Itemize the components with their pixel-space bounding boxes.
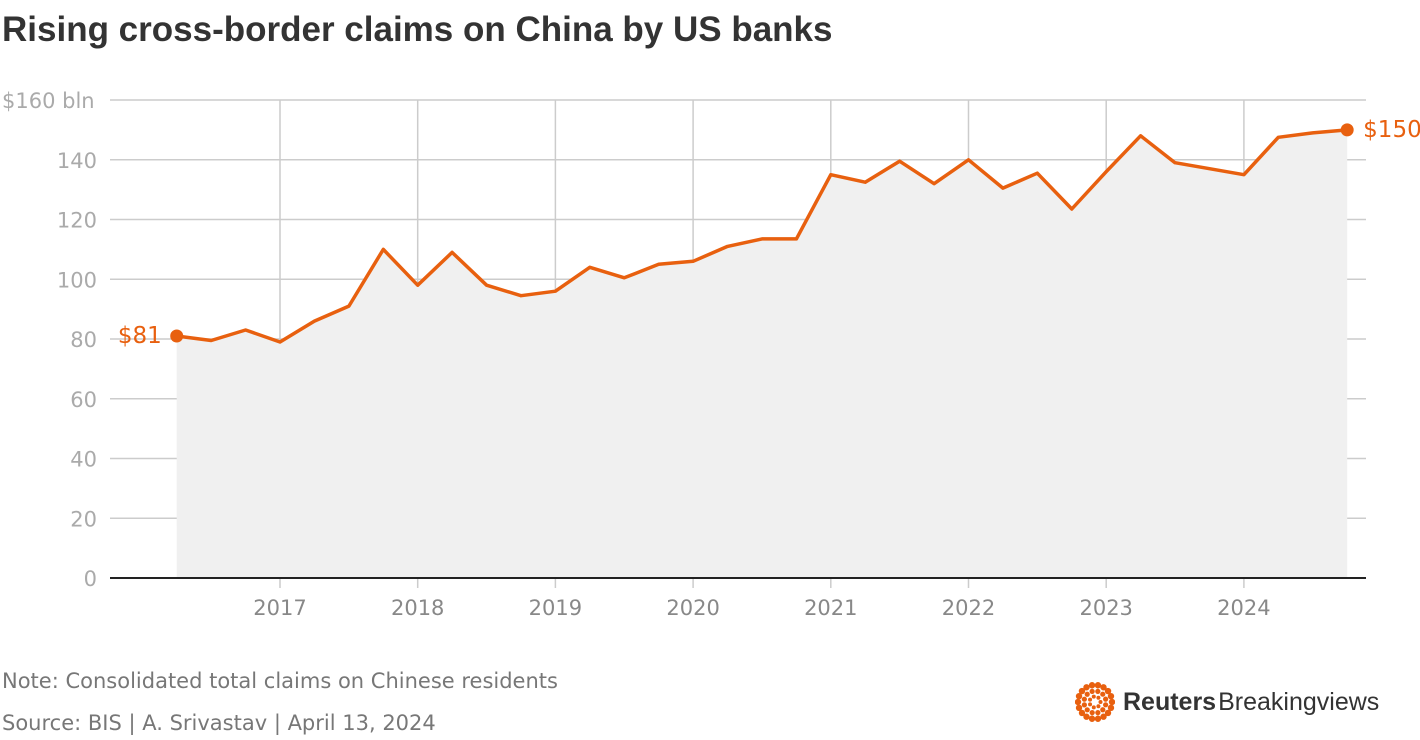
end-value-label: $150 [1363, 117, 1420, 143]
reuters-dots-logo-icon [1075, 682, 1115, 722]
logo-dot [1094, 682, 1102, 689]
brand-logo: Reuters Breakingviews [1075, 682, 1379, 722]
logo-dot [1084, 707, 1090, 713]
series-line [176, 128, 1348, 344]
logo-dot [1084, 691, 1090, 697]
x-tick-label: 2021 [804, 596, 857, 620]
logo-dot [1088, 682, 1096, 689]
x-tick-label: 2020 [666, 596, 719, 620]
line-chart: 0 20 40 60 80 100 120 140 $160 bln 2017 2018 2019 2… [2, 89, 1420, 620]
start-marker [170, 329, 184, 343]
logo-dot [1100, 684, 1107, 691]
logo-dot [1107, 692, 1115, 700]
end-marker [1340, 123, 1354, 137]
logo-dot [1103, 702, 1109, 708]
y-tick-label: $160 bln [2, 89, 95, 113]
logo-dot [1100, 691, 1106, 697]
logo-dot [1089, 710, 1095, 716]
logo-dot [1100, 707, 1106, 713]
logo-dot [1081, 702, 1087, 708]
brand-name-regular: Breakingviews [1218, 687, 1380, 716]
logo-dot [1108, 698, 1115, 706]
logo-dot [1095, 710, 1101, 716]
brand-name-bold: Reuters [1123, 687, 1217, 716]
start-value-label: $81 [118, 323, 162, 349]
y-tick-label: 40 [70, 448, 97, 472]
logo-dot [1088, 697, 1093, 702]
logo-dot [1088, 702, 1093, 707]
x-tick-label: 2024 [1217, 596, 1270, 620]
logo-dot [1098, 700, 1103, 704]
x-tick-label: 2017 [253, 596, 306, 620]
x-tick-label: 2023 [1079, 596, 1132, 620]
x-tick-label: 2019 [529, 596, 582, 620]
chart-source: Source: BIS | A. Srivastav | April 13, 2… [2, 711, 436, 735]
chart-note: Note: Consolidated total claims on Chine… [2, 669, 558, 693]
logo-dot [1095, 688, 1101, 694]
area-fill [176, 129, 1348, 578]
logo-dot [1075, 692, 1083, 700]
y-tick-label: 60 [70, 388, 97, 412]
logo-dot [1091, 694, 1096, 699]
logo-dot [1091, 705, 1096, 710]
y-tick-label: 120 [57, 209, 97, 233]
y-tick-label: 100 [57, 268, 97, 292]
logo-dot [1104, 687, 1112, 695]
logo-dot [1075, 704, 1083, 712]
logo-dot [1096, 695, 1101, 700]
logo-dot [1083, 684, 1090, 691]
logo-dot [1107, 704, 1115, 712]
logo-dot [1094, 715, 1102, 722]
logo-dot [1100, 713, 1107, 720]
logo-dot [1096, 704, 1101, 709]
logo-dot [1103, 696, 1109, 702]
y-tick-label: 80 [70, 328, 97, 352]
x-tick-label: 2022 [942, 596, 995, 620]
logo-dot [1081, 696, 1087, 702]
y-tick-label: 0 [84, 567, 97, 591]
logo-dot [1083, 713, 1090, 720]
x-tick-label: 2018 [391, 596, 444, 620]
chart-title: Rising cross-border claims on China by U… [2, 10, 833, 49]
y-tick-label: 140 [57, 149, 97, 173]
y-tick-label: 20 [70, 507, 97, 531]
logo-dot [1088, 715, 1096, 722]
logo-dot [1089, 688, 1095, 694]
logo-dot [1078, 709, 1086, 717]
logo-dot [1075, 698, 1082, 706]
logo-dot [1104, 709, 1112, 717]
logo-dot [1078, 687, 1086, 695]
